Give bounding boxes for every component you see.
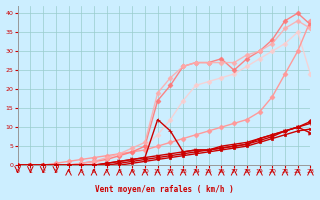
X-axis label: Vent moyen/en rafales ( km/h ): Vent moyen/en rafales ( km/h ) (95, 185, 233, 194)
